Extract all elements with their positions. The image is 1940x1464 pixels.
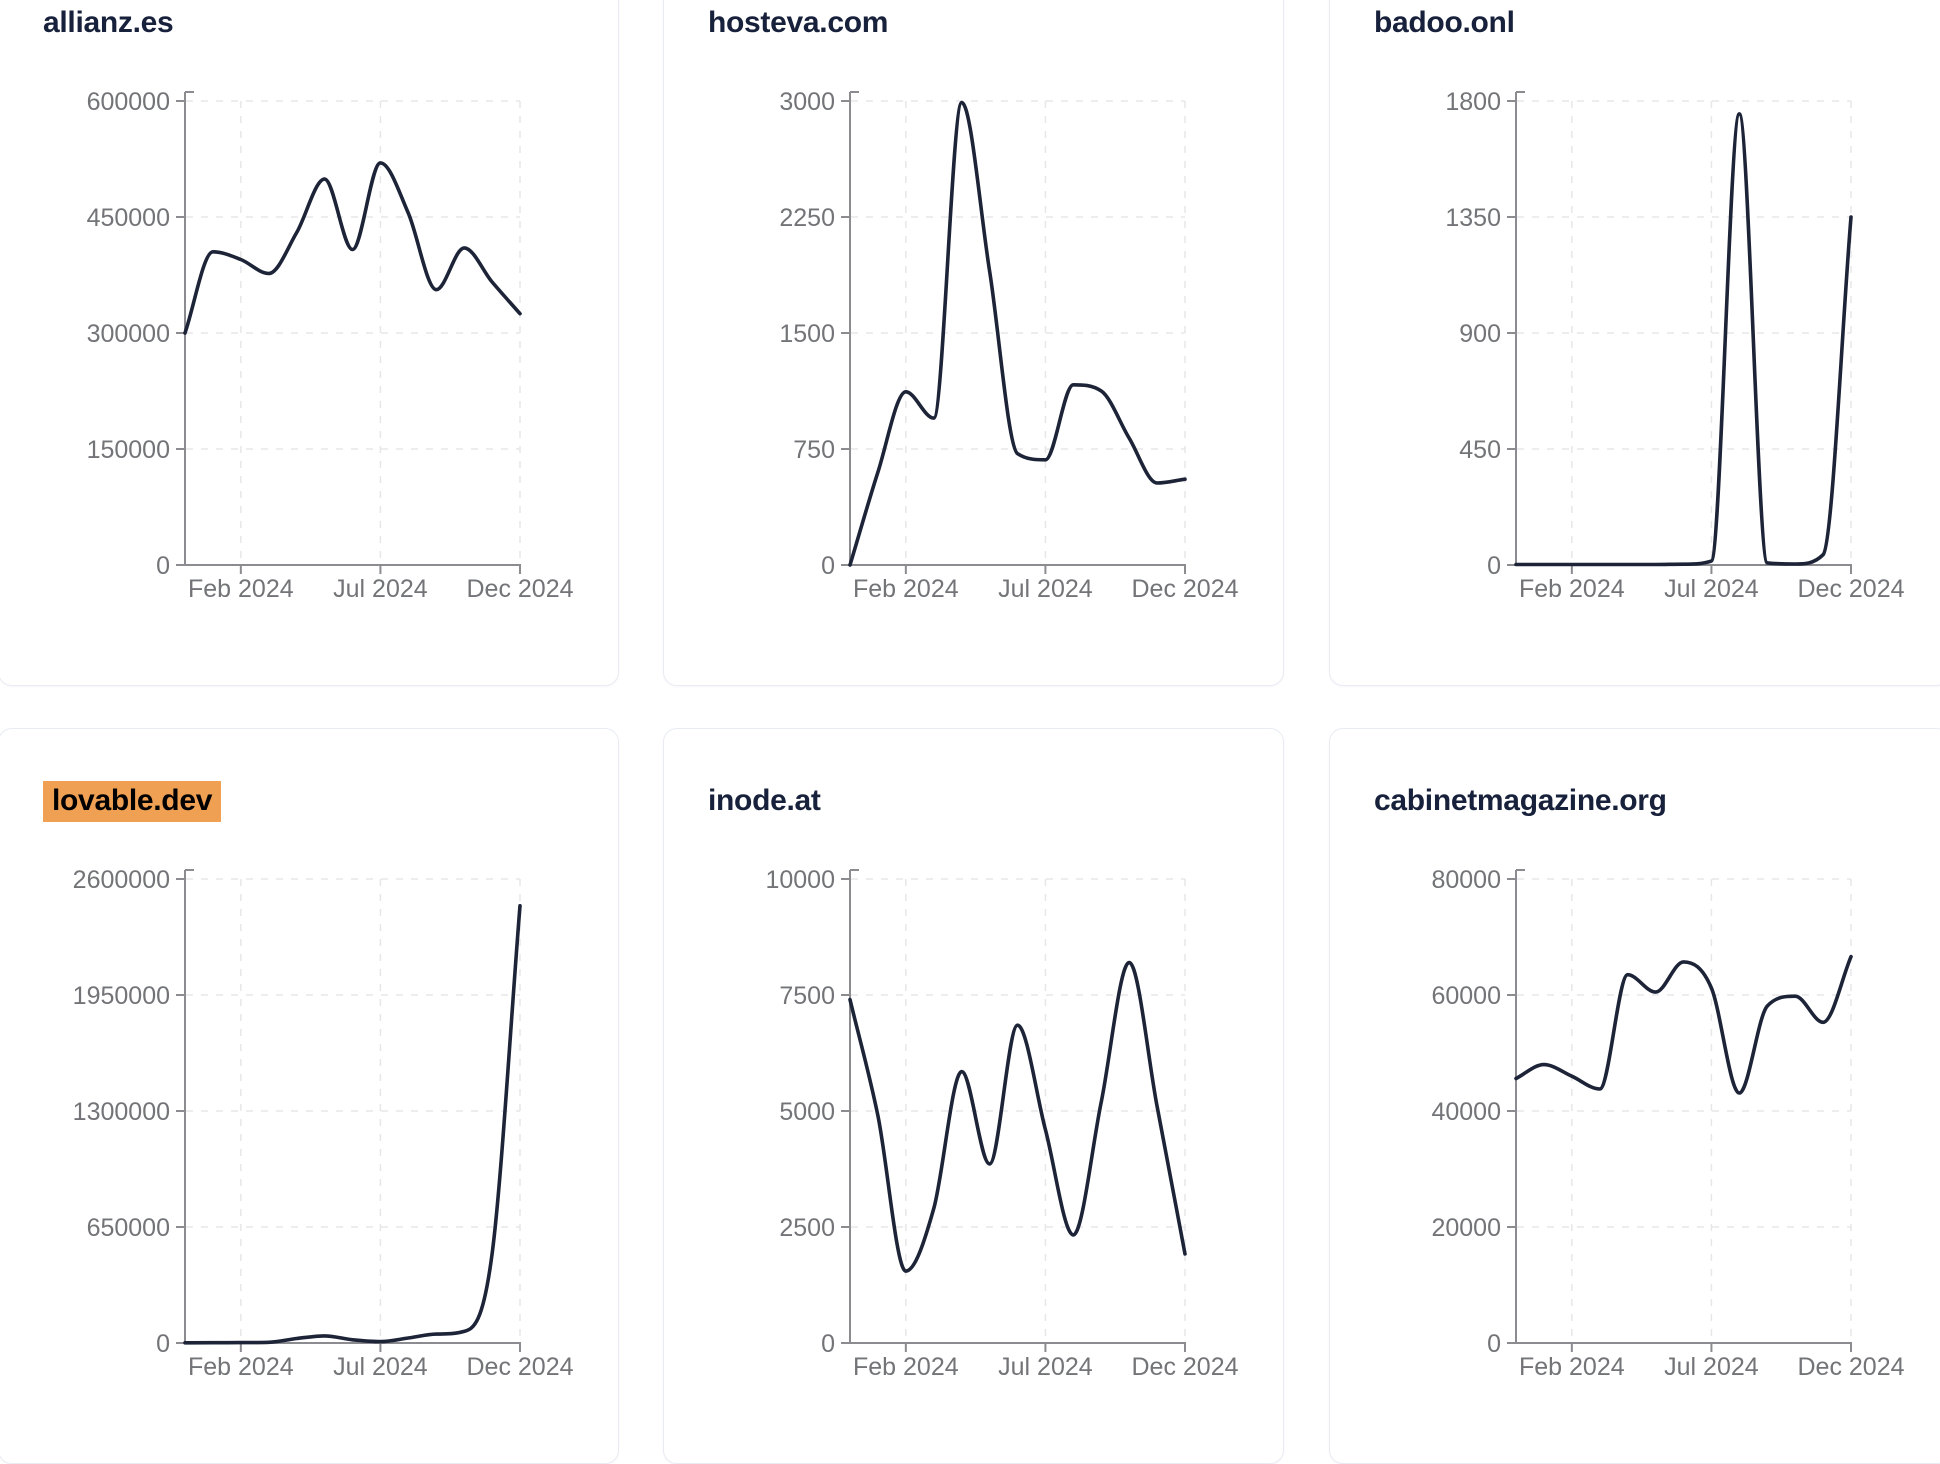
y-tick-label: 0 [156,552,170,580]
chart-title-text: hosteva.com [708,6,889,39]
line-chart: 0 750 1500 2250 3000 Feb 2024 Jul 2024 Dec 2024 [779,88,1238,603]
chart-title: lovable.dev [43,781,222,822]
chart-title: cabinetmagazine.org [1374,781,1667,822]
chart-title-text: allianz.es [43,6,174,39]
x-tick-label: Jul 2024 [1664,575,1759,603]
y-tick-label: 450000 [87,204,170,232]
y-tick-label: 1500 [779,320,835,348]
data-line [183,161,522,335]
y-tick-label: 450 [1459,436,1501,464]
y-tick-label: 7500 [779,982,835,1010]
x-tick-label: Jul 2024 [998,1353,1093,1381]
line-chart: 0 650000 1300000 1950000 2600000 Feb 2024 Jul … [73,866,574,1381]
y-tick-label: 150000 [87,436,170,464]
x-tick-label: Feb 2024 [188,575,294,603]
y-tick-label: 0 [156,1330,170,1358]
y-tick-label: 40000 [1431,1098,1501,1126]
y-tick-label: 3000 [779,88,835,116]
x-tick-label: Feb 2024 [1519,1353,1625,1381]
chart-title: hosteva.com [708,3,888,44]
y-tick-label: 900 [1459,320,1501,348]
data-line [183,904,522,1345]
chart-card: allianz.es 0 150000 300000 450000 600000 Feb … [0,0,619,686]
x-tick-label: Jul 2024 [333,1353,428,1381]
y-tick-label: 0 [821,1330,835,1358]
data-line [1514,954,1853,1095]
line-chart: 0 150000 300000 450000 600000 Feb 2024 Jul 202… [87,88,574,603]
y-tick-label: 2600000 [73,866,170,894]
y-tick-label: 1800 [1445,88,1501,116]
y-tick-label: 2250 [779,204,835,232]
line-chart: 0 450 900 1350 1800 Feb 2024 Jul 2024 Dec 2024 [1445,88,1904,603]
y-tick-label: 2500 [779,1214,835,1242]
y-tick-label: 0 [1487,552,1501,580]
chart-title: inode.at [708,781,821,822]
chart-card: hosteva.com 0 750 1500 2250 3000 Feb 2024 Jul … [663,0,1284,686]
chart-title-text: badoo.onl [1374,6,1515,39]
y-tick-label: 1300000 [73,1098,170,1126]
data-line [848,100,1187,567]
chart-title-text: inode.at [708,784,821,817]
x-tick-label: Feb 2024 [1519,575,1625,603]
x-tick-label: Jul 2024 [1664,1353,1759,1381]
chart-title-text: cabinetmagazine.org [1374,784,1667,817]
line-chart: 0 2500 5000 7500 10000 Feb 2024 Jul 2024 Dec 20… [765,866,1238,1381]
x-tick-label: Dec 2024 [466,1353,573,1381]
chart-title: allianz.es [43,3,174,44]
x-tick-label: Dec 2024 [1797,575,1904,603]
y-tick-label: 0 [1487,1330,1501,1358]
x-tick-label: Jul 2024 [998,575,1093,603]
chart-card: inode.at 0 2500 5000 7500 10000 Feb 2024 Jul 2… [663,728,1284,1464]
chart-title-text: lovable.dev [43,781,222,822]
x-tick-label: Dec 2024 [1131,1353,1238,1381]
y-tick-label: 750 [793,436,835,464]
x-tick-label: Feb 2024 [853,1353,959,1381]
x-tick-label: Dec 2024 [1131,575,1238,603]
y-tick-label: 650000 [87,1214,170,1242]
y-tick-label: 600000 [87,88,170,116]
y-tick-label: 80000 [1431,866,1501,894]
chart-card: badoo.onl 0 450 900 1350 1800 Feb 2024 Jul 202… [1329,0,1940,686]
x-tick-label: Feb 2024 [188,1353,294,1381]
chart-card: lovable.dev 0 650000 1300000 1950000 2600000… [0,728,619,1464]
chart-card: cabinetmagazine.org 0 20000 40000 60000 8000… [1329,728,1940,1464]
x-tick-label: Dec 2024 [1797,1353,1904,1381]
y-tick-label: 300000 [87,320,170,348]
x-tick-label: Feb 2024 [853,575,959,603]
chart-title: badoo.onl [1374,3,1515,44]
y-tick-label: 10000 [765,866,835,894]
y-tick-label: 0 [821,552,835,580]
x-tick-label: Dec 2024 [466,575,573,603]
x-tick-label: Jul 2024 [333,575,428,603]
y-tick-label: 1950000 [73,982,170,1010]
y-tick-label: 20000 [1431,1214,1501,1242]
y-tick-label: 60000 [1431,982,1501,1010]
y-tick-label: 1350 [1445,204,1501,232]
data-line [1514,112,1853,567]
line-chart: 0 20000 40000 60000 80000 Feb 2024 Jul 2024 Dec… [1431,866,1904,1381]
y-tick-label: 5000 [779,1098,835,1126]
data-line [848,960,1187,1273]
